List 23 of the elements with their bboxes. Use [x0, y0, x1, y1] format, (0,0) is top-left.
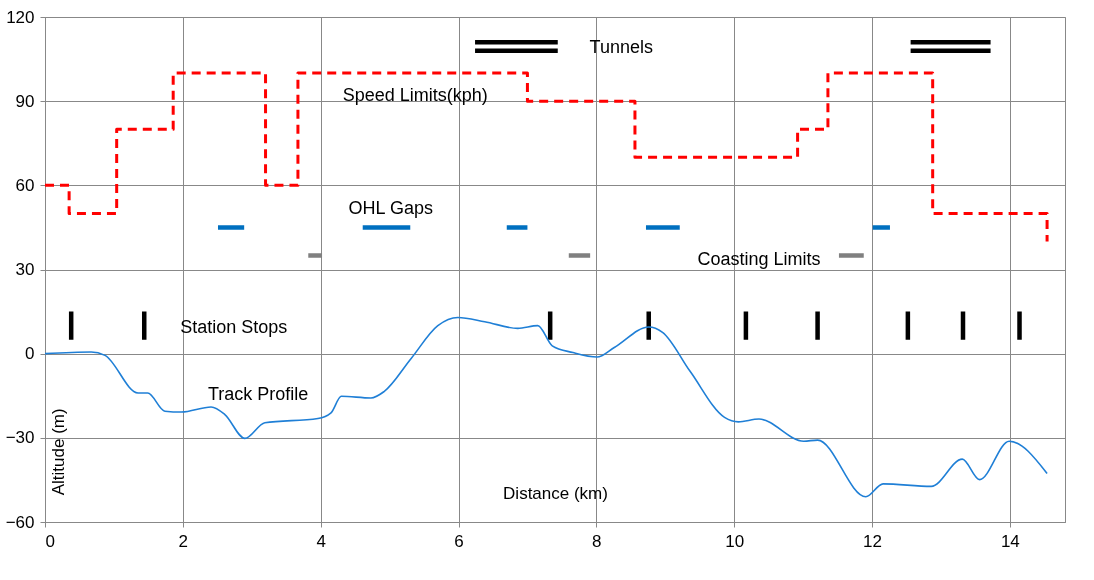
x-tick-label: 2: [178, 531, 189, 551]
y-tick-label: 0: [25, 344, 35, 364]
annotation: Speed Limits(kph): [342, 85, 488, 106]
annotation: Track Profile: [208, 383, 309, 404]
x-tick-label: 14: [1000, 531, 1020, 551]
annotation: Tunnels: [589, 36, 653, 57]
y-tick-label: −60: [5, 512, 35, 532]
y-tick-label: 60: [15, 175, 35, 195]
x-tick-label: 8: [592, 531, 602, 551]
annotation: Coasting Limits: [697, 248, 821, 269]
x-tick-label: 10: [725, 531, 745, 551]
annotation: Station Stops: [180, 317, 288, 338]
y-tick-label: 30: [15, 260, 35, 279]
x-tick-label: 4: [316, 531, 326, 551]
x-axis-title: Distance (km): [503, 483, 608, 503]
x-tick-label: 0: [45, 531, 55, 551]
y-tick-label: −30: [5, 428, 35, 448]
y-axis-title: Altitude (m): [48, 408, 68, 496]
x-tick-label: 12: [863, 531, 882, 551]
annotation: OHL Gaps: [348, 198, 433, 219]
y-tick-label: 120: [6, 7, 35, 27]
y-tick-label: 90: [15, 91, 35, 111]
x-tick-label: 6: [454, 531, 464, 551]
